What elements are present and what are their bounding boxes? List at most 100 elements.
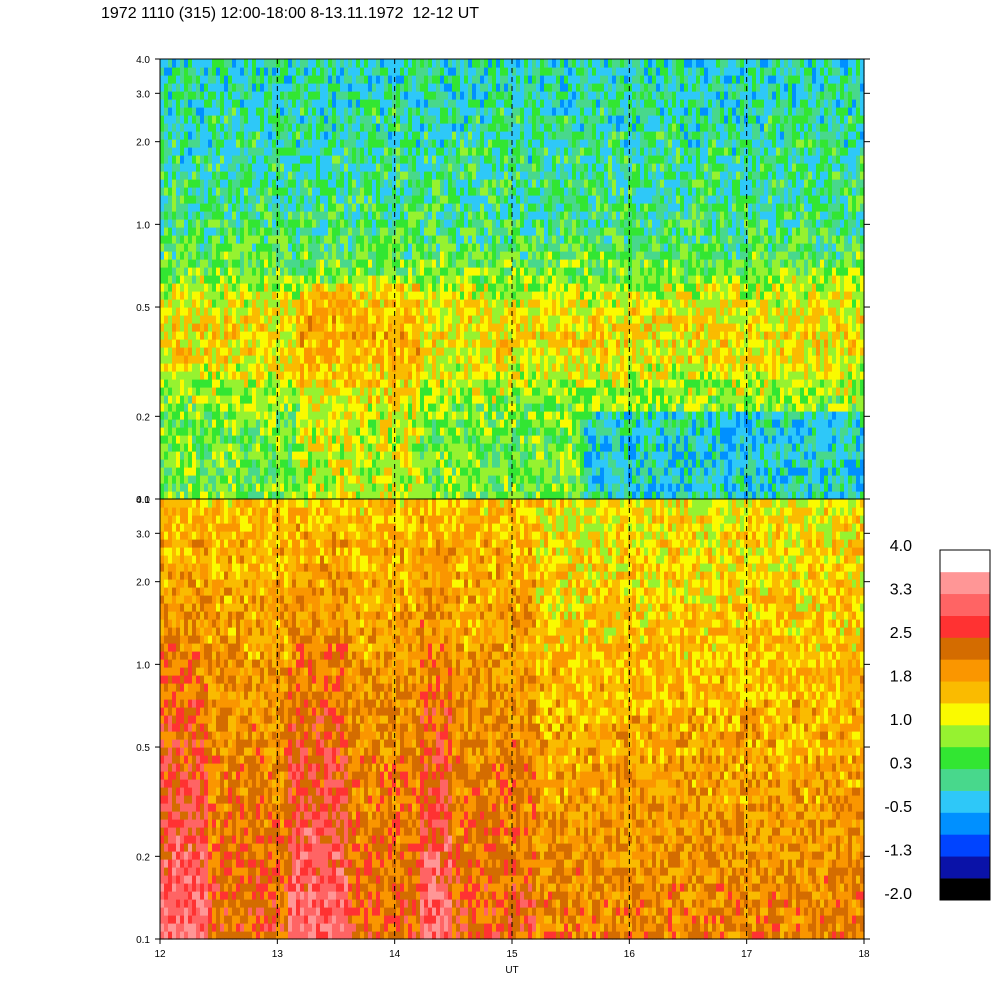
heatmap-cell <box>272 403 277 412</box>
heatmap-cell <box>224 339 229 348</box>
heatmap-cell <box>216 411 221 420</box>
heatmap-cell <box>424 227 429 236</box>
heatmap-cell <box>388 339 393 348</box>
heatmap-cell <box>300 355 305 364</box>
heatmap-cell <box>312 419 317 428</box>
heatmap-cell <box>288 403 293 412</box>
heatmap-cell <box>388 283 393 292</box>
heatmap-cell <box>228 283 233 292</box>
heatmap-cell <box>300 395 305 404</box>
heatmap-cell <box>428 347 433 356</box>
heatmap-cell <box>200 443 205 452</box>
heatmap-cell <box>376 467 381 476</box>
heatmap-cell <box>304 147 309 156</box>
heatmap-cell <box>236 419 241 428</box>
heatmap-cell <box>260 155 265 164</box>
heatmap-cell <box>316 459 321 468</box>
heatmap-cell <box>312 131 317 140</box>
heatmap-cell <box>504 243 509 252</box>
heatmap-cell <box>388 299 393 308</box>
heatmap-cell <box>236 227 241 236</box>
heatmap-cell <box>240 347 245 356</box>
heatmap-cell <box>512 339 517 348</box>
heatmap-cell <box>180 179 185 188</box>
heatmap-cell <box>384 155 389 164</box>
heatmap-cell <box>312 75 317 84</box>
heatmap-cell <box>388 291 393 300</box>
heatmap-cell <box>168 403 173 412</box>
heatmap-cell <box>384 307 389 316</box>
heatmap-cell <box>252 83 257 92</box>
heatmap-cell <box>272 115 277 124</box>
heatmap-cell <box>476 59 481 68</box>
heatmap-cell <box>220 243 225 252</box>
heatmap-cell <box>496 187 501 196</box>
heatmap-cell <box>388 459 393 468</box>
heatmap-cell <box>240 115 245 124</box>
heatmap-cell <box>368 307 373 316</box>
heatmap-cell <box>416 451 421 460</box>
heatmap-cell <box>520 251 525 260</box>
heatmap-cell <box>192 491 197 500</box>
heatmap-cell <box>232 443 237 452</box>
heatmap-cell <box>380 323 385 332</box>
heatmap-cell <box>348 435 353 444</box>
heatmap-cell <box>516 283 521 292</box>
heatmap-cell <box>344 219 349 228</box>
heatmap-cell <box>460 67 465 76</box>
heatmap-cell <box>284 435 289 444</box>
heatmap-cell <box>320 123 325 132</box>
heatmap-cell <box>212 107 217 116</box>
heatmap-cell <box>448 107 453 116</box>
heatmap-cell <box>288 291 293 300</box>
heatmap-cell <box>436 363 441 372</box>
heatmap-cell <box>320 147 325 156</box>
heatmap-cell <box>340 331 345 340</box>
heatmap-cell <box>232 459 237 468</box>
heatmap-cell <box>264 219 269 228</box>
heatmap-cell <box>372 443 377 452</box>
heatmap-cell <box>464 99 469 108</box>
heatmap-cell <box>404 483 409 492</box>
heatmap-cell <box>200 491 205 500</box>
heatmap-cell <box>220 395 225 404</box>
heatmap-cell <box>420 67 425 76</box>
heatmap-cell <box>412 227 417 236</box>
heatmap-cell <box>276 267 281 276</box>
heatmap-cell <box>480 427 485 436</box>
heatmap-cell <box>164 355 169 364</box>
heatmap-cell <box>400 251 405 260</box>
heatmap-cell <box>372 299 377 308</box>
heatmap-cell <box>236 451 241 460</box>
heatmap-cell <box>292 107 297 116</box>
heatmap-cell <box>344 491 349 500</box>
heatmap-cell <box>296 211 301 220</box>
heatmap-cell <box>508 147 513 156</box>
heatmap-cell <box>468 195 473 204</box>
heatmap-cell <box>184 403 189 412</box>
heatmap-cell <box>344 139 349 148</box>
heatmap-cell <box>448 203 453 212</box>
heatmap-cell <box>296 363 301 372</box>
heatmap-cell <box>516 259 521 268</box>
heatmap-cell <box>268 187 273 196</box>
heatmap-cell <box>444 387 449 396</box>
heatmap-cell <box>304 107 309 116</box>
heatmap-cell <box>444 475 449 484</box>
heatmap-cell <box>312 355 317 364</box>
heatmap-cell <box>268 107 273 116</box>
heatmap-cell <box>264 451 269 460</box>
heatmap-cell <box>480 291 485 300</box>
heatmap-cell <box>472 83 477 92</box>
heatmap-cell <box>508 83 513 92</box>
heatmap-cell <box>248 123 253 132</box>
heatmap-cell <box>260 331 265 340</box>
heatmap-cell <box>376 155 381 164</box>
heatmap-cell <box>192 283 197 292</box>
heatmap-cell <box>500 195 505 204</box>
heatmap-cell <box>500 123 505 132</box>
heatmap-cell <box>244 99 249 108</box>
heatmap-cell <box>416 371 421 380</box>
heatmap-cell <box>500 187 505 196</box>
heatmap-cell <box>336 371 341 380</box>
